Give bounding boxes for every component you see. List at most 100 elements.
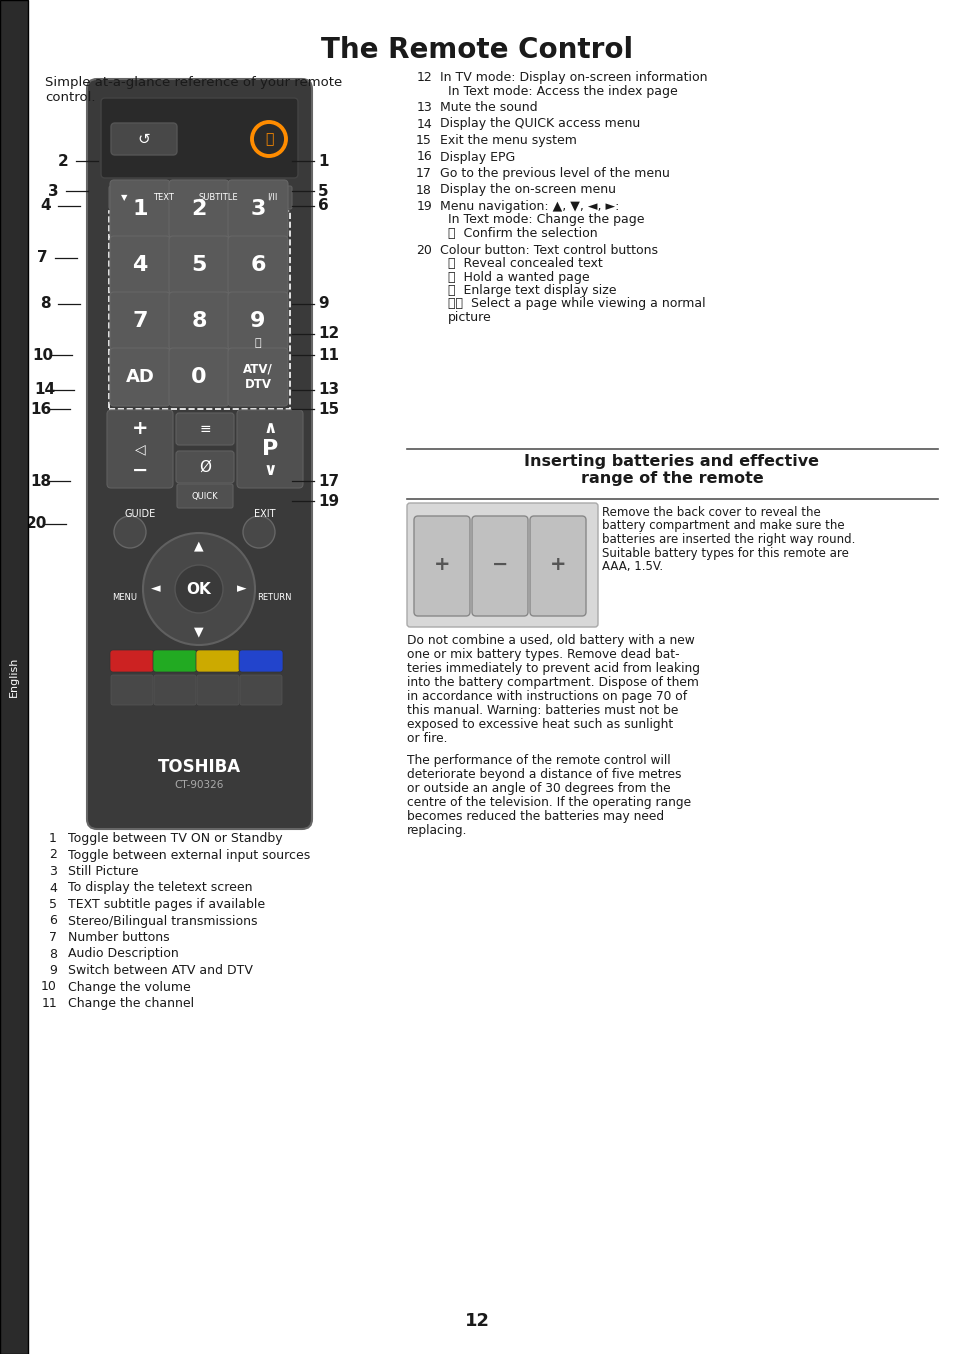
Text: In Text mode: Access the index page: In Text mode: Access the index page [448,84,677,97]
FancyBboxPatch shape [228,348,288,406]
Text: 9: 9 [250,311,265,330]
Circle shape [113,516,146,548]
Text: Change the channel: Change the channel [68,997,193,1010]
FancyBboxPatch shape [196,676,239,705]
Text: 6: 6 [317,199,329,214]
FancyBboxPatch shape [407,502,598,627]
Text: 6: 6 [250,255,266,275]
Text: ⓞ  Confirm the selection: ⓞ Confirm the selection [448,227,597,240]
FancyBboxPatch shape [177,483,233,508]
Text: 17: 17 [416,167,432,180]
FancyBboxPatch shape [153,676,195,705]
Text: 4: 4 [132,255,148,275]
Text: Stereo/Bilingual transmissions: Stereo/Bilingual transmissions [68,914,257,927]
Text: 17: 17 [317,474,338,489]
FancyBboxPatch shape [472,516,527,616]
FancyBboxPatch shape [110,650,153,672]
Text: Still Picture: Still Picture [68,865,138,877]
Text: 16: 16 [30,402,51,417]
Text: English: English [9,657,19,697]
Text: Mute the sound: Mute the sound [439,102,537,114]
Text: 19: 19 [317,493,338,509]
Text: 9: 9 [317,297,328,311]
Text: −: − [492,555,508,574]
FancyBboxPatch shape [239,650,283,672]
FancyBboxPatch shape [110,348,170,406]
Text: The performance of the remote control will: The performance of the remote control wi… [407,754,670,766]
Text: MENU: MENU [112,593,137,601]
Text: +: + [549,555,566,574]
Text: 7: 7 [49,932,57,944]
Text: or fire.: or fire. [407,733,447,745]
FancyBboxPatch shape [110,292,170,349]
Text: centre of the television. If the operating range: centre of the television. If the operati… [407,796,690,808]
FancyBboxPatch shape [101,97,297,177]
Text: exposed to excessive heat such as sunlight: exposed to excessive heat such as sunlig… [407,718,673,731]
Text: 8: 8 [40,297,51,311]
Text: ≡: ≡ [199,422,211,436]
Text: into the battery compartment. Dispose of them: into the battery compartment. Dispose of… [407,676,699,689]
Text: Audio Description: Audio Description [68,948,178,960]
Text: Display the on-screen menu: Display the on-screen menu [439,184,616,196]
Text: 4: 4 [49,881,57,895]
Text: 0: 0 [191,367,207,387]
Text: 12: 12 [416,70,432,84]
Text: Display the QUICK access menu: Display the QUICK access menu [439,118,639,130]
Text: 19: 19 [416,200,432,213]
Text: 11: 11 [317,348,338,363]
Text: ∧: ∧ [263,418,276,437]
Text: I/II: I/II [267,194,277,202]
Text: The Remote Control: The Remote Control [320,37,633,64]
FancyBboxPatch shape [236,410,303,487]
Text: 1: 1 [132,199,148,219]
Text: 2: 2 [58,153,69,168]
Text: ⓚⓑ  Select a page while viewing a normal: ⓚⓑ Select a page while viewing a normal [448,298,705,310]
FancyBboxPatch shape [169,292,229,349]
Text: Remove the back cover to reveal the: Remove the back cover to reveal the [601,506,820,519]
FancyBboxPatch shape [414,516,470,616]
Text: CT-90326: CT-90326 [174,780,223,789]
Text: 5: 5 [192,255,207,275]
Text: Toggle between external input sources: Toggle between external input sources [68,849,310,861]
Text: batteries are inserted the right way round.: batteries are inserted the right way rou… [601,533,855,546]
Text: AD: AD [126,368,154,386]
Text: AAA, 1.5V.: AAA, 1.5V. [601,561,662,573]
Text: +: + [434,555,450,574]
Text: 13: 13 [317,382,338,398]
Circle shape [174,565,223,613]
Text: 10: 10 [41,980,57,994]
Text: 2: 2 [49,849,57,861]
Text: In Text mode: Change the page: In Text mode: Change the page [448,214,644,226]
FancyBboxPatch shape [110,236,170,294]
Text: 10: 10 [32,348,53,363]
Text: −: − [132,460,148,479]
Text: ⓘ: ⓘ [254,338,261,348]
Text: +: + [132,418,148,437]
Text: Inserting batteries and effective
range of the remote: Inserting batteries and effective range … [524,454,819,486]
FancyBboxPatch shape [188,185,248,209]
FancyBboxPatch shape [228,292,288,349]
Text: OK: OK [187,581,212,597]
Text: TEXT subtitle pages if available: TEXT subtitle pages if available [68,898,265,911]
Text: P: P [262,439,278,459]
Text: deteriorate beyond a distance of five metres: deteriorate beyond a distance of five me… [407,768,680,781]
FancyBboxPatch shape [107,410,172,487]
Text: one or mix battery types. Remove dead bat-: one or mix battery types. Remove dead ba… [407,649,679,661]
Text: Ø: Ø [199,459,211,474]
Text: 16: 16 [416,150,432,164]
Text: Do not combine a used, old battery with a new: Do not combine a used, old battery with … [407,634,694,647]
Text: Go to the previous level of the menu: Go to the previous level of the menu [439,167,669,180]
FancyBboxPatch shape [152,650,196,672]
Text: Suitable battery types for this remote are: Suitable battery types for this remote a… [601,547,848,559]
Text: 7: 7 [132,311,148,330]
Text: Display EPG: Display EPG [439,150,515,164]
Text: 6: 6 [49,914,57,927]
FancyBboxPatch shape [175,451,233,483]
Text: replacing.: replacing. [407,825,467,837]
Text: ◄: ◄ [151,582,161,596]
Text: ◁: ◁ [134,441,145,456]
Text: ∨: ∨ [263,460,276,479]
Text: To display the teletext screen: To display the teletext screen [68,881,253,895]
FancyBboxPatch shape [195,650,240,672]
FancyBboxPatch shape [252,185,292,209]
